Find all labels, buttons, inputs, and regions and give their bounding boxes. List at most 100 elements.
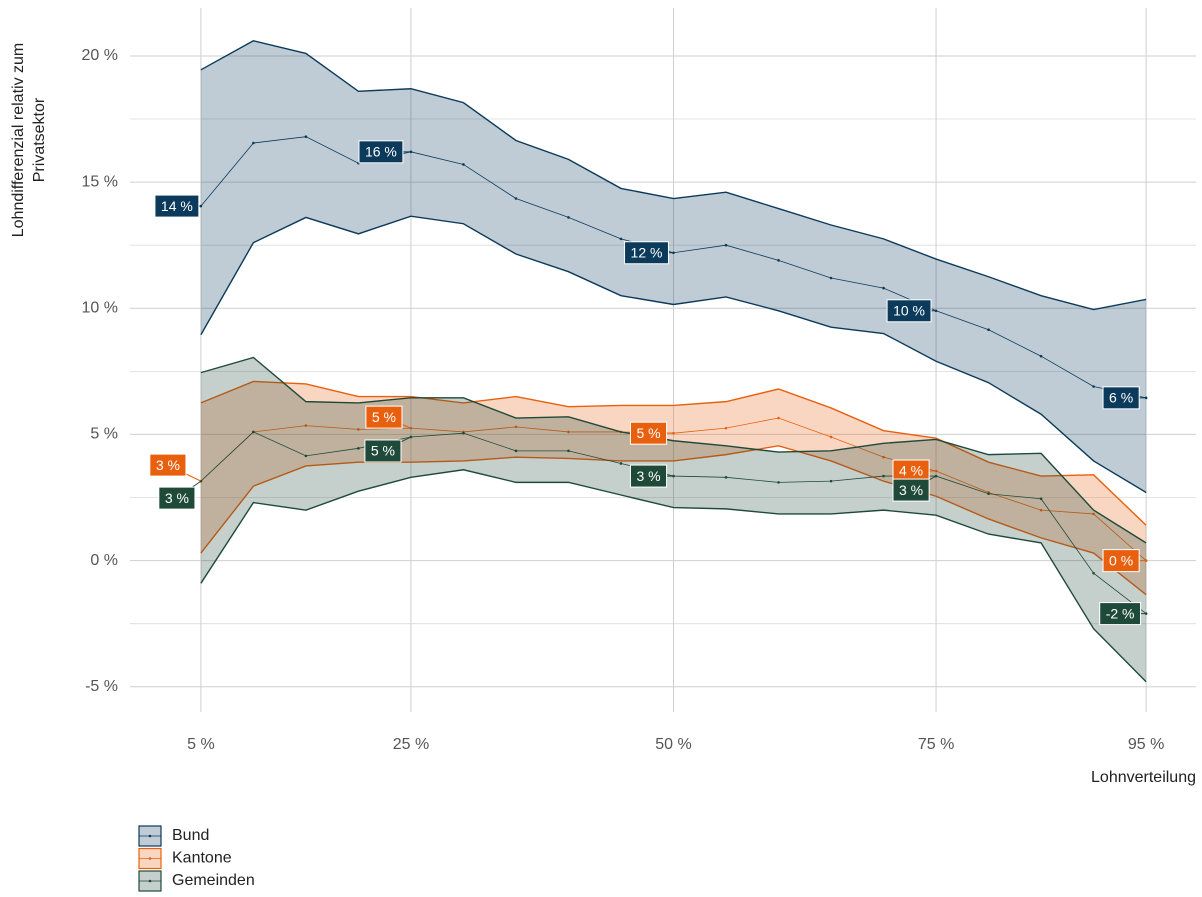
data-label: 4 % bbox=[892, 459, 930, 483]
data-label-box bbox=[886, 299, 932, 323]
data-label-box bbox=[1102, 386, 1140, 410]
point bbox=[567, 430, 570, 434]
point bbox=[619, 237, 623, 241]
point bbox=[987, 328, 990, 332]
data-label: 16 % bbox=[358, 140, 404, 164]
data-label-box bbox=[158, 486, 196, 510]
ribbon-lower bbox=[200, 445, 1147, 596]
data-label: 10 % bbox=[886, 299, 932, 323]
point bbox=[514, 197, 518, 200]
data-label-text: 14 % bbox=[161, 198, 193, 214]
x-tick-label: 5 % bbox=[187, 736, 215, 753]
data-label-box bbox=[1099, 602, 1142, 626]
point bbox=[304, 135, 308, 138]
data-label-text: 10 % bbox=[893, 302, 925, 318]
data-label-text: 5 % bbox=[372, 409, 396, 425]
x-tick-label: 75 % bbox=[918, 736, 954, 753]
point bbox=[987, 492, 990, 496]
data-label: 3 % bbox=[158, 486, 196, 510]
ribbon-fill bbox=[200, 357, 1147, 682]
legend-label: Gemeinden bbox=[172, 872, 255, 889]
x-axis-title: Lohnverteilung bbox=[1091, 769, 1196, 786]
y-tick-label: 5 % bbox=[90, 426, 118, 443]
data-label: 5 % bbox=[364, 439, 402, 463]
data-label-text: 0 % bbox=[1109, 552, 1133, 568]
legend-swatch-point bbox=[148, 834, 152, 838]
data-label-box bbox=[629, 464, 668, 488]
data-label-text: 5 % bbox=[371, 443, 395, 459]
data-label-text: 3 % bbox=[156, 457, 180, 473]
point bbox=[462, 163, 465, 166]
data-label-text: 5 % bbox=[636, 425, 660, 441]
data-label: 12 % bbox=[624, 241, 669, 265]
point bbox=[567, 216, 570, 219]
point bbox=[1092, 512, 1095, 516]
point bbox=[1039, 354, 1043, 358]
point bbox=[619, 462, 623, 465]
data-label-box bbox=[358, 140, 404, 164]
legend-swatch-point bbox=[148, 879, 152, 883]
point bbox=[304, 424, 308, 427]
y-tick-label: 10 % bbox=[82, 299, 118, 316]
point bbox=[357, 447, 360, 450]
data-label-text: 12 % bbox=[631, 244, 663, 260]
data-label-box bbox=[624, 241, 669, 265]
ribbon-upper bbox=[200, 356, 1147, 544]
data-label-text: 3 % bbox=[165, 490, 189, 506]
x-tick-label: 25 % bbox=[393, 736, 429, 753]
y-tick-label: 0 % bbox=[90, 552, 118, 569]
ribbon-upper bbox=[200, 40, 1147, 311]
point bbox=[829, 435, 833, 439]
data-label-text: 3 % bbox=[899, 482, 923, 498]
y-tick-label: 20 % bbox=[82, 47, 118, 64]
legend-label: Kantone bbox=[172, 850, 232, 867]
point bbox=[724, 476, 728, 479]
ribbon-fill bbox=[200, 40, 1147, 493]
point bbox=[724, 426, 728, 430]
legend-label: Bund bbox=[172, 827, 209, 844]
y-tick-label: -5 % bbox=[85, 678, 118, 695]
x-tick-label: 95 % bbox=[1128, 736, 1164, 753]
point bbox=[514, 449, 518, 453]
point bbox=[514, 425, 518, 429]
data-label-text: 6 % bbox=[1109, 390, 1133, 406]
point bbox=[882, 286, 885, 290]
point bbox=[567, 449, 570, 453]
data-label: 3 % bbox=[149, 453, 187, 477]
point bbox=[882, 455, 885, 459]
point bbox=[777, 416, 780, 420]
point bbox=[777, 259, 780, 262]
point bbox=[462, 431, 465, 435]
point bbox=[829, 479, 833, 483]
point bbox=[1039, 508, 1043, 512]
data-label: 3 % bbox=[892, 478, 930, 502]
data-label-box bbox=[364, 439, 402, 463]
data-label-box bbox=[892, 478, 930, 502]
y-axis-title-line: Privatsektor bbox=[31, 97, 48, 182]
point bbox=[1092, 571, 1095, 575]
data-label: 3 % bbox=[629, 464, 668, 488]
legend-swatch-point bbox=[148, 857, 152, 860]
data-label: 0 % bbox=[1102, 549, 1140, 573]
point bbox=[1039, 497, 1043, 501]
point bbox=[252, 141, 255, 145]
y-axis-title-line: Lohndifferenzial relativ zum bbox=[10, 43, 27, 237]
data-label-box bbox=[365, 405, 403, 429]
point bbox=[252, 430, 255, 434]
point bbox=[724, 243, 728, 247]
point bbox=[304, 454, 308, 458]
data-label: -2 % bbox=[1099, 602, 1142, 626]
ribbon-lower bbox=[200, 215, 1147, 494]
y-tick-label: 15 % bbox=[82, 173, 118, 190]
data-label-text: 16 % bbox=[365, 144, 397, 160]
data-label: 14 % bbox=[154, 194, 200, 218]
data-label-box bbox=[149, 453, 187, 477]
data-label-box bbox=[154, 194, 200, 218]
data-label: 5 % bbox=[365, 405, 403, 429]
point bbox=[357, 428, 360, 431]
point bbox=[829, 276, 833, 280]
data-label: 6 % bbox=[1102, 386, 1140, 410]
point bbox=[882, 474, 885, 478]
grid bbox=[130, 8, 1196, 712]
